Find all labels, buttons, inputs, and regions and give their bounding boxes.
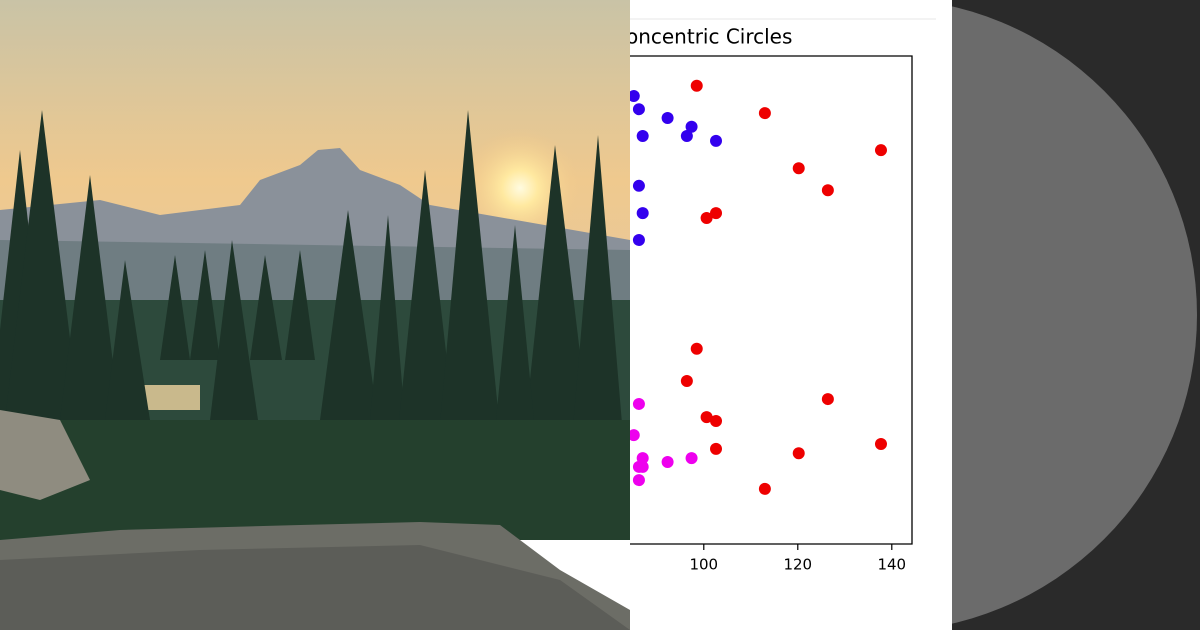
- point: [636, 130, 649, 143]
- point: [874, 144, 887, 157]
- landscape-photo: [0, 0, 630, 630]
- point: [758, 107, 771, 120]
- point: [630, 90, 640, 103]
- point: [661, 111, 674, 124]
- point: [821, 184, 834, 197]
- point: [680, 375, 693, 388]
- chart-panel: [630, 0, 952, 630]
- point: [710, 134, 723, 147]
- panel-edge: [630, 18, 936, 20]
- point: [636, 207, 649, 220]
- point: [685, 452, 698, 465]
- point: [632, 233, 645, 246]
- point: [690, 342, 703, 355]
- point: [680, 130, 693, 143]
- axes-frame: [630, 55, 913, 545]
- point: [710, 207, 723, 220]
- point: [661, 456, 674, 469]
- point: [632, 397, 645, 410]
- point: [758, 482, 771, 495]
- point: [700, 411, 713, 424]
- point: [710, 415, 723, 428]
- point: [792, 447, 805, 460]
- point: [821, 393, 834, 406]
- x-tick-label: 120: [783, 556, 812, 574]
- point: [630, 429, 640, 442]
- point: [710, 442, 723, 455]
- point: [632, 179, 645, 192]
- point: [632, 474, 645, 487]
- point: [874, 437, 887, 450]
- point: [690, 79, 703, 92]
- chart: Concentric Circles 100 120 140: [612, 25, 913, 574]
- point: [632, 103, 645, 116]
- chart-title: Concentric Circles: [612, 25, 792, 49]
- point: [636, 460, 649, 473]
- x-tick-label: 100: [689, 556, 718, 574]
- point: [792, 162, 805, 175]
- point: [700, 212, 713, 225]
- point: [685, 120, 698, 133]
- x-tick-label: 140: [877, 556, 906, 574]
